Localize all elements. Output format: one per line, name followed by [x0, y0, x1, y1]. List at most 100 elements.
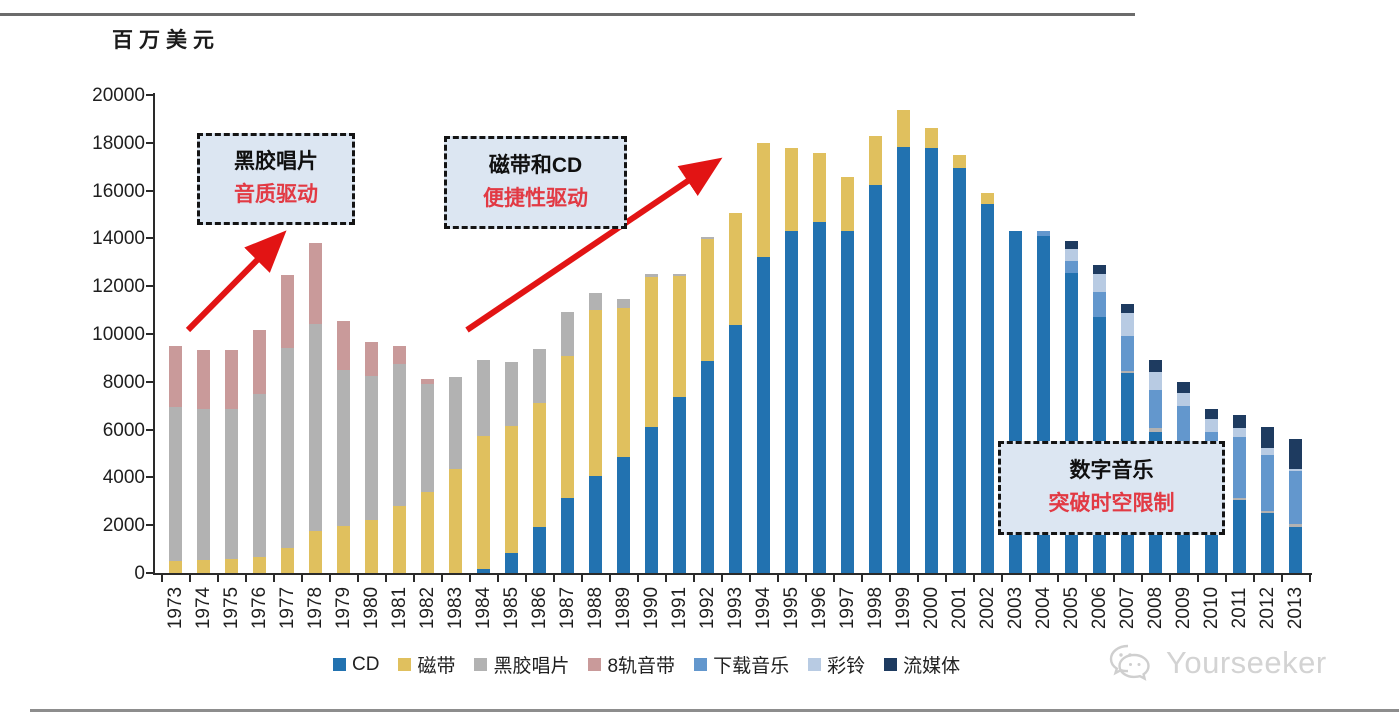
bar-1993-磁带: [728, 212, 742, 325]
y-axis-tick-label: 4000: [102, 467, 145, 489]
bar-1978-磁带: [308, 531, 322, 573]
bar-1991-磁带: [672, 275, 686, 397]
bar-1998-CD: [868, 184, 882, 573]
x-axis-tick: [1253, 575, 1255, 582]
y-axis-tick-label: 10000: [92, 324, 145, 345]
x-axis-label: 1999: [893, 586, 914, 630]
watermark: Yourseeker: [1108, 642, 1327, 684]
y-axis-tick: [146, 333, 153, 335]
annotation-digital-title: 数字音乐: [1069, 459, 1154, 483]
bar-1982-黑胶唱片: [420, 384, 434, 492]
bar-2007-流媒体: [1120, 304, 1134, 313]
bar-1974-黑胶唱片: [196, 409, 210, 560]
bar-2011-下载音乐: [1232, 436, 1246, 498]
legend-item-CD: CD: [333, 654, 379, 676]
x-axis-tick: [245, 575, 247, 582]
x-axis-label: 1981: [389, 586, 410, 630]
bar-1975-黑胶唱片: [224, 409, 238, 559]
bar-2013-CD: [1288, 526, 1302, 573]
x-axis-label: 2010: [1201, 586, 1222, 630]
bar-1989-磁带: [616, 308, 630, 458]
x-axis-tick: [917, 575, 919, 582]
bar-2008-下载音乐: [1148, 389, 1162, 428]
legend-label: 下载音乐: [713, 656, 790, 677]
x-axis-tick: [1309, 575, 1311, 582]
y-axis-tick-label: 12000: [92, 276, 145, 298]
bar-1977-磁带: [280, 547, 294, 573]
x-axis-label: 2009: [1173, 586, 1194, 630]
bar-1982-8轨音带: [420, 379, 434, 385]
x-axis-tick: [1113, 575, 1115, 582]
x-axis-label: 2011: [1229, 587, 1250, 629]
y-axis-tick-label: 18000: [92, 132, 145, 154]
x-axis-label: 1986: [529, 586, 550, 630]
bar-2002-CD: [980, 204, 994, 573]
bar-2001-CD: [952, 168, 966, 573]
y-axis-unit-label: 百万美元: [112, 29, 220, 52]
x-axis-tick: [329, 575, 331, 582]
bar-1998-磁带: [868, 135, 882, 185]
bar-2005-彩铃: [1064, 249, 1078, 262]
x-axis-tick: [525, 575, 527, 582]
x-axis-tick: [833, 575, 835, 582]
annotation-digital-subtitle: 突破时空限制: [1048, 492, 1175, 515]
bar-1973-黑胶唱片: [168, 406, 182, 562]
bar-2001-磁带: [952, 154, 966, 169]
annotation-vinyl-subtitle: 音质驱动: [234, 183, 318, 206]
bar-2012-下载音乐: [1260, 454, 1274, 512]
annotation-cassette-cd-title: 磁带和CD: [488, 153, 583, 177]
x-axis-label: 1988: [585, 586, 606, 630]
x-axis-tick: [301, 575, 303, 582]
bar-2009-彩铃: [1176, 393, 1190, 407]
y-axis-tick: [146, 476, 153, 479]
annotation-vinyl-title: 黑胶唱片: [234, 150, 318, 174]
legend-swatch: [474, 658, 488, 671]
y-axis-tick-label: 20000: [92, 85, 145, 106]
bar-2007-黑胶唱片: [1120, 370, 1134, 373]
bar-1988-CD: [588, 476, 602, 573]
x-axis-label: 1978: [305, 586, 326, 630]
x-axis-tick: [469, 575, 471, 582]
bar-2002-磁带: [980, 192, 994, 205]
x-axis-tick: [1001, 575, 1003, 582]
bar-1981-8轨音带: [392, 345, 406, 364]
x-axis-tick: [861, 575, 863, 582]
bar-1994-磁带: [756, 143, 770, 258]
bar-1975-磁带: [224, 558, 238, 573]
x-axis-tick: [273, 575, 275, 582]
bar-1986-CD: [532, 526, 546, 573]
legend-item-磁带: 磁带: [398, 651, 455, 678]
bar-1989-黑胶唱片: [616, 298, 630, 309]
x-axis-label: 1991: [669, 586, 690, 630]
bar-2008-黑胶唱片: [1148, 427, 1162, 433]
x-axis-tick: [217, 575, 219, 582]
bar-2011-彩铃: [1232, 428, 1246, 437]
bar-1987-CD: [560, 497, 574, 573]
bar-2012-黑胶唱片: [1260, 511, 1274, 514]
x-axis-label: 1980: [361, 586, 382, 630]
bar-1988-黑胶唱片: [588, 292, 602, 311]
bar-1990-CD: [644, 426, 658, 573]
bar-1973-磁带: [168, 561, 182, 573]
x-axis-tick: [609, 575, 611, 582]
bar-1980-磁带: [364, 520, 378, 573]
x-axis-label: 1995: [781, 586, 802, 630]
bar-2007-下载音乐: [1120, 335, 1134, 371]
y-axis-tick: [146, 189, 153, 192]
bar-2009-流媒体: [1176, 381, 1190, 394]
chart-legend: CD 磁带 黑胶唱片 8轨音带 下载音乐 彩铃 流媒体: [333, 651, 960, 678]
bar-2013-下载音乐: [1288, 471, 1302, 525]
bar-1980-8轨音带: [364, 342, 378, 376]
x-axis-label: 1994: [753, 586, 774, 630]
bar-2010-彩铃: [1204, 418, 1218, 432]
annotation-digital: 数字音乐 突破时空限制: [998, 441, 1225, 535]
legend-swatch: [808, 658, 822, 671]
x-axis-tick: [945, 575, 947, 582]
x-axis-tick: [1057, 575, 1059, 582]
legend-swatch: [333, 658, 346, 671]
bar-1991-黑胶唱片: [672, 273, 686, 276]
x-axis-label: 1992: [697, 586, 718, 630]
x-axis-tick: [581, 575, 583, 582]
bar-1996-磁带: [812, 153, 826, 222]
legend-swatch: [398, 658, 412, 671]
